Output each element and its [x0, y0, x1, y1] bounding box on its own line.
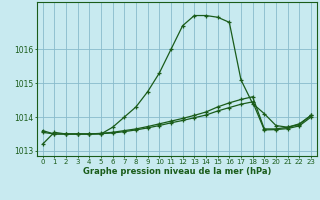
- X-axis label: Graphe pression niveau de la mer (hPa): Graphe pression niveau de la mer (hPa): [83, 167, 271, 176]
